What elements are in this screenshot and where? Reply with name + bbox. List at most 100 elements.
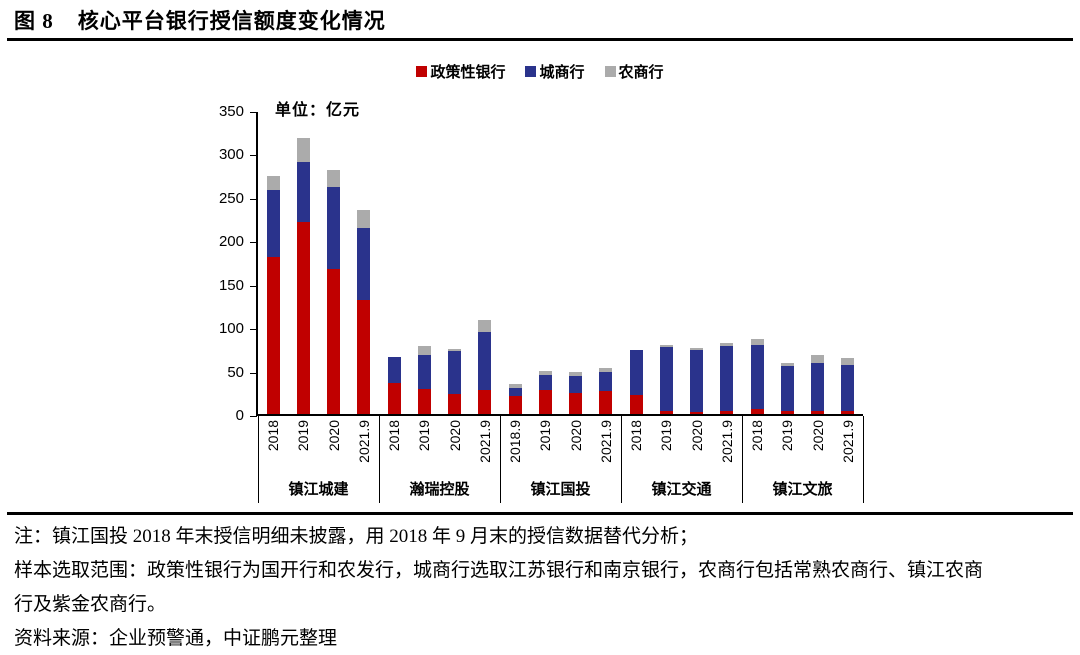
bar-cell [409, 112, 439, 414]
bar-镇江城建-2020 [327, 169, 341, 414]
bar-cell [288, 112, 318, 414]
x-label-cell: 2018 [742, 420, 772, 478]
bar-segment-policy-bank [387, 382, 401, 414]
bar-镇江国投-2021.9 [599, 368, 613, 414]
bar-segment-rural-bank [690, 348, 704, 350]
bar-group-镇江国投 [500, 112, 621, 414]
bar-cell [712, 112, 742, 414]
top-rule [7, 38, 1073, 41]
y-tick-label: 150 [218, 276, 244, 294]
bar-segment-policy-bank [599, 390, 613, 414]
category-separator [258, 416, 259, 503]
bar-segment-policy-bank [780, 411, 794, 414]
bar-group-镇江文旅 [742, 112, 863, 414]
bar-cell [591, 112, 621, 414]
legend-item-city-bank: 城商行 [525, 61, 585, 82]
y-tick [250, 285, 257, 287]
bar-segment-city-bank [508, 388, 522, 396]
xlabel-group-瀚瑞控股: 2018 2019 2020 2021.9 [379, 420, 500, 478]
note-line: 注：镇江国投 2018 年末授信明细未披露，用 2018 年 9 月末的授信数据… [14, 526, 699, 547]
bar-镇江交通-2018 [629, 349, 643, 414]
legend-item-policy-bank: 政策性银行 [416, 61, 505, 82]
bar-segment-city-bank [811, 362, 825, 411]
bar-cell [470, 112, 500, 414]
bar-segment-rural-bank [266, 176, 280, 190]
bar-镇江文旅-2018 [750, 339, 764, 414]
x-label-cell: 2021.9 [591, 420, 621, 478]
bar-segment-rural-bank [448, 348, 462, 352]
x-axis-group-labels: 镇江城建 瀚瑞控股 镇江国投 镇江交通 镇江文旅 [258, 478, 863, 499]
bar-segment-rural-bank [296, 137, 310, 163]
x-period-label: 2021.9 [355, 420, 372, 463]
figure-title: 图 8 核心平台银行授信额度变化情况 [14, 5, 386, 35]
group-label-镇江交通: 镇江交通 [651, 481, 712, 498]
x-label-cell: 2020 [561, 420, 591, 478]
bar-segment-city-bank [690, 349, 704, 413]
bar-segment-rural-bank [508, 383, 522, 389]
bar-segment-city-bank [327, 187, 341, 269]
bar-segment-city-bank [629, 349, 643, 395]
bar-segment-city-bank [296, 162, 310, 222]
bar-镇江文旅-2021.9 [841, 358, 855, 414]
bar-segment-city-bank [720, 346, 734, 412]
x-period-label: 2018 [386, 420, 403, 452]
y-tick [250, 372, 257, 374]
x-label-cell: 2020 [319, 420, 349, 478]
x-period-label: 2020 [325, 420, 342, 452]
x-axis-period-labels: 2018 2019 2020 2021.9 2018 2019 2020 2021.9 2018… [258, 420, 863, 478]
x-label-cell: 2019 [409, 420, 439, 478]
bar-segment-rural-bank [750, 339, 764, 346]
x-period-label: 2018.9 [507, 420, 524, 463]
bar-segment-rural-bank [780, 362, 794, 367]
bar-segment-city-bank [448, 351, 462, 394]
legend-label-policy-bank: 政策性银行 [430, 64, 506, 81]
category-separator [621, 416, 622, 503]
x-period-label: 2018 [265, 420, 282, 452]
x-label-cell: 2019 [651, 420, 681, 478]
chart-legend: 政策性银行 城商行 农商行 [0, 61, 1080, 82]
x-period-label: 2020 [567, 420, 584, 452]
x-label-cell: 2019 [772, 420, 802, 478]
group-label-瀚瑞控股: 瀚瑞控股 [409, 481, 470, 498]
bar-group-镇江交通 [621, 112, 742, 414]
bar-segment-rural-bank [478, 320, 492, 332]
bar-cell [621, 112, 651, 414]
x-period-label: 2018 [749, 420, 766, 452]
x-period-label: 2021.9 [597, 420, 614, 463]
bar-segment-city-bank [841, 365, 855, 411]
x-label-cell: 2021.9 [470, 420, 500, 478]
x-label-cell: 2020 [682, 420, 712, 478]
bar-segment-city-bank [538, 374, 552, 390]
y-tick [250, 112, 257, 113]
bar-镇江文旅-2019 [780, 362, 794, 414]
y-tick-label: 0 [235, 407, 244, 424]
bar-segment-city-bank [478, 331, 492, 390]
legend-swatch-rural-bank [604, 66, 616, 77]
bar-cell [742, 112, 772, 414]
bar-cell [651, 112, 681, 414]
x-period-label: 2021.9 [476, 420, 493, 463]
bar-镇江城建-2019 [296, 137, 310, 414]
bar-镇江国投-2020 [569, 372, 583, 414]
x-label-cell: 2020 [803, 420, 833, 478]
bar-segment-policy-bank [750, 408, 764, 414]
bar-cell [803, 112, 833, 414]
bar-镇江国投-2019 [538, 371, 552, 414]
bar-segment-policy-bank [266, 256, 280, 414]
bar-segment-rural-bank [357, 209, 371, 229]
bar-segment-policy-bank [720, 411, 734, 414]
bar-segment-policy-bank [508, 395, 522, 414]
bar-segment-policy-bank [448, 394, 462, 414]
bar-group-瀚瑞控股 [379, 112, 500, 414]
legend-item-rural-bank: 农商行 [604, 61, 664, 82]
x-label-cell: 2019 [288, 420, 318, 478]
bar-segment-city-bank [659, 347, 673, 412]
bar-segment-rural-bank [327, 169, 341, 188]
x-period-label: 2021.9 [839, 420, 856, 463]
legend-swatch-policy-bank [416, 66, 428, 77]
bar-cell [682, 112, 712, 414]
bar-segment-policy-bank [538, 389, 552, 414]
y-tick [250, 198, 257, 200]
bar-segment-policy-bank [327, 268, 341, 414]
